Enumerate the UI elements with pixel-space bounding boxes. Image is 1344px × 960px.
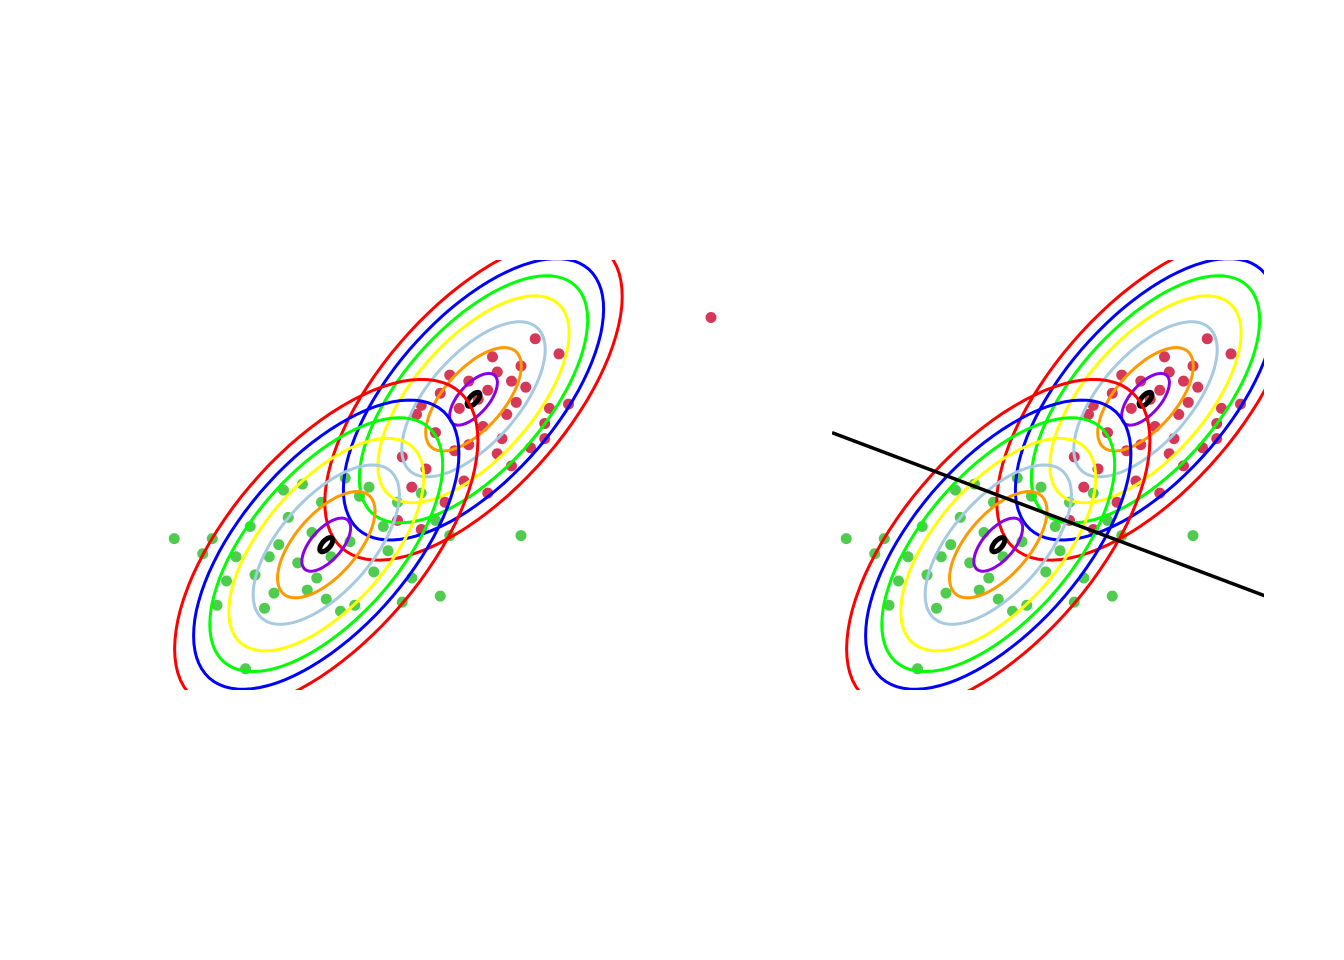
data-point [211,599,223,611]
density-contour-lightblue [251,463,401,626]
data-point [931,602,942,614]
data-point [363,481,375,493]
density-contour-purple [300,516,353,573]
data-point [1054,545,1066,557]
data-point [301,584,313,596]
data-point [1083,408,1094,420]
data-point [510,396,522,408]
data-point [382,545,394,557]
left-panel [168,260,717,690]
density-contour-yellow [227,436,426,653]
plot-area [832,260,1264,690]
data-point [1049,520,1061,532]
data-point [883,599,895,611]
density-contour-red [845,377,1152,690]
data-point [705,312,717,324]
data-point [377,520,389,532]
data-point [1106,590,1118,602]
data-point [840,533,852,545]
density-contour-lime [880,416,1117,674]
density-contour-blue [1013,260,1264,542]
data-point [273,539,285,551]
density-contour-black [989,535,1008,555]
data-point [893,575,904,587]
data-point [434,590,446,602]
data-point [1201,333,1213,345]
density-contour-yellow [376,294,571,505]
density-contour-red [173,377,480,690]
data-point [529,333,541,345]
data-point [1159,351,1170,363]
data-point [230,551,242,563]
density-contour-lime [208,416,445,674]
data-point [1192,381,1204,393]
data-point [406,481,418,493]
data-point [482,384,494,396]
data-point [259,602,270,614]
data-point [553,348,565,360]
data-point [221,575,232,587]
density-contour-blue [192,398,461,690]
data-point [940,587,952,599]
data-point [945,539,957,551]
data-point [1182,396,1194,408]
data-point [983,572,995,584]
data-point [992,593,1004,605]
data-point [168,533,180,545]
data-point [1035,481,1047,493]
density-contour-black [464,389,483,409]
data-point [1187,530,1199,542]
data-point [263,551,275,563]
density-contour-orange [424,346,523,453]
density-contour-yellow [899,436,1098,653]
data-point [487,351,498,363]
data-point [1173,408,1185,420]
data-point [1125,402,1137,414]
data-point [1178,375,1189,387]
density-contour-orange [275,489,377,600]
density-contour-lightblue [923,463,1073,626]
density-contour-lime [357,274,590,525]
density-contour-blue [864,398,1133,690]
plot-area [168,260,717,690]
density-contour-orange [1096,346,1195,453]
density-contour-blue [341,260,606,542]
data-point [368,566,380,578]
density-contour-purple [972,516,1025,573]
density-contour-yellow [1048,294,1243,505]
data-point [973,584,985,596]
data-point [506,375,517,387]
density-contour-lightblue [400,320,547,479]
data-point [297,478,308,490]
data-point [515,530,527,542]
right-panel [832,260,1264,690]
data-point [501,408,513,420]
data-point [320,593,332,605]
data-point [1154,384,1166,396]
data-point [453,402,465,414]
density-contour-black [317,535,336,555]
density-contour-lightblue [1072,320,1219,479]
data-point [411,408,422,420]
data-point [902,551,914,563]
data-point [1225,348,1237,360]
data-point [278,484,289,496]
data-point [1078,481,1090,493]
density-contour-lime [1029,274,1262,525]
data-point [1040,566,1052,578]
data-point [950,484,961,496]
decision-boundary-line [832,430,1264,598]
density-contour-black [1136,389,1155,409]
data-point [311,572,323,584]
data-point [935,551,947,563]
data-point [268,587,280,599]
data-point [520,381,532,393]
